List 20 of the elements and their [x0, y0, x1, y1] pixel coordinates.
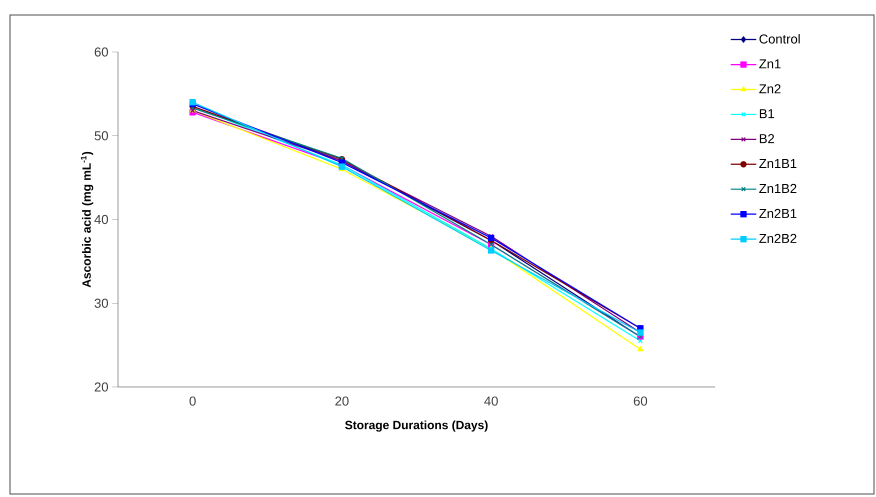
y-tick-label: 20 — [94, 382, 108, 392]
y-tick-label: 50 — [94, 131, 108, 140]
x-tick-label: 60 — [634, 396, 648, 406]
x-tick-label: 40 — [484, 396, 498, 406]
legend-label: Zn2 — [759, 84, 780, 94]
legend-label: Zn2B2 — [759, 234, 796, 243]
legend-label: B1 — [760, 109, 774, 118]
legend-label: Zn1B1 — [759, 159, 796, 168]
legend-label: Zn2B1 — [759, 208, 796, 218]
y-tick-label: 60 — [94, 47, 108, 57]
y-tick-label: 30 — [94, 298, 108, 308]
legend-label: Zn1 — [759, 59, 781, 68]
y-axis-title: Ascorbic acid (mg mL$^{-1}$) — [80, 152, 94, 288]
x-tick-label: 20 — [335, 396, 349, 406]
legend-label: Zn1B2 — [759, 184, 796, 193]
y-tick-label: 40 — [94, 214, 108, 224]
legend-label: Control — [759, 34, 800, 44]
x-tick-label: 0 — [190, 396, 196, 406]
legend-label: B2 — [760, 134, 774, 144]
x-axis-title: Storage Durations (Days) — [345, 420, 488, 432]
